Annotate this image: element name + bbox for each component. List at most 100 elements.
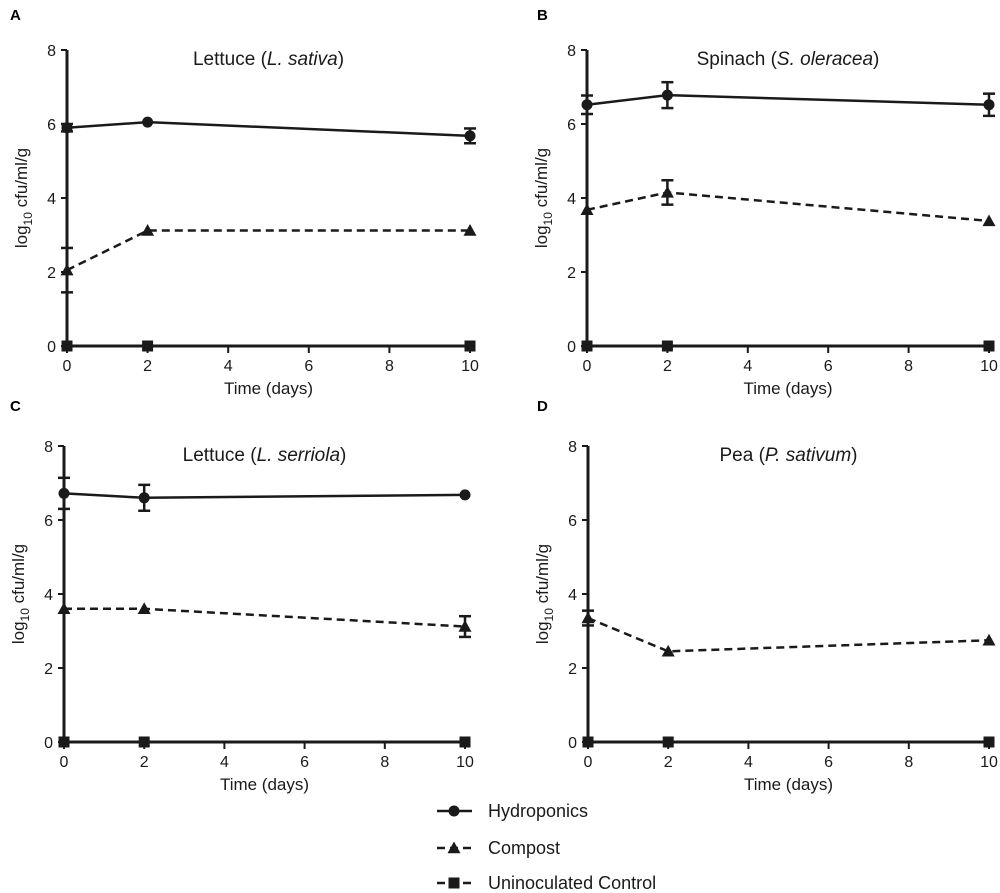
legend-label: Hydroponics <box>488 801 588 821</box>
hydroponics-marker <box>142 116 154 128</box>
series-compost <box>580 178 996 227</box>
legend-label: Uninoculated Control <box>488 873 656 893</box>
panel-title-crop: Lettuce ( <box>193 49 268 70</box>
compost-marker <box>57 602 71 614</box>
y-axis-label: log10 cfu/ml/g <box>12 148 35 248</box>
control-marker <box>61 340 73 352</box>
y-tick-label: 8 <box>44 439 53 456</box>
x-axis-label: Time (days) <box>743 379 832 398</box>
compost-marker <box>458 620 472 632</box>
panel-title-close: ) <box>338 49 344 70</box>
x-axis-label: Time (days) <box>224 379 313 398</box>
y-axis-label-main: log <box>532 225 551 248</box>
control-marker <box>983 736 995 748</box>
y-tick-label: 8 <box>47 43 56 60</box>
y-tick-label: 4 <box>567 191 576 208</box>
x-axis-label: Time (days) <box>220 775 309 794</box>
y-tick-label: 6 <box>44 513 53 530</box>
y-axis-label-sub: 10 <box>542 608 556 622</box>
legend-item-hydroponics: Hydroponics <box>437 801 588 821</box>
control-marker <box>581 340 593 352</box>
series-hydroponics <box>58 476 471 512</box>
compost-marker <box>580 203 594 216</box>
y-tick-label: 4 <box>47 191 56 208</box>
x-tick-label: 8 <box>904 358 913 375</box>
panel-c: C Lettuce (L. serriola) 0 2 4 6 8 0 2 4 6 8 10 Time (… <box>9 398 474 794</box>
x-tick-label: 6 <box>300 754 309 771</box>
y-axis-label-rest: cfu/ml/g <box>532 148 551 212</box>
panel-title-species: L. serriola <box>257 445 340 466</box>
y-axis-label-rest: cfu/ml/g <box>12 148 31 212</box>
x-tick-label: 6 <box>824 358 833 375</box>
y-tick-label: 6 <box>47 117 56 134</box>
hydroponics-marker <box>983 99 995 111</box>
compost-marker <box>137 602 151 614</box>
y-axis-label: log10 cfu/ml/g <box>533 544 556 644</box>
control-marker <box>459 736 471 748</box>
hydroponics-marker <box>464 130 476 142</box>
hydroponics-marker <box>138 492 150 504</box>
panel-title-close: ) <box>340 445 346 466</box>
y-tick-label: 0 <box>44 735 53 752</box>
y-axis-label: log10 cfu/ml/g <box>9 544 32 644</box>
panel-a: A Lettuce (L. sativa) 0 2 4 6 8 0 2 4 6 8 10 Time (da… <box>10 7 479 398</box>
y-tick-label: 0 <box>47 339 56 356</box>
control-marker <box>58 736 70 748</box>
control-marker <box>662 736 674 748</box>
x-tick-label: 8 <box>380 754 389 771</box>
legend-item-control: Uninoculated Control <box>437 873 656 893</box>
hydroponics-marker <box>661 89 673 101</box>
hydroponics-marker <box>58 487 70 499</box>
x-tick-label: 10 <box>980 754 998 771</box>
y-axis-label-sub: 10 <box>541 212 555 226</box>
series-control <box>581 340 995 352</box>
control-marker <box>138 736 150 748</box>
control-marker <box>464 340 476 352</box>
panel-b: B Spinach (S. oleracea) 0 2 4 6 8 0 2 4 6 8 10 Time (… <box>532 7 998 398</box>
series-control <box>582 736 995 748</box>
y-axis-label-main: log <box>12 225 31 248</box>
y-axis-label-main: log <box>9 621 28 644</box>
panel-title-crop: Pea ( <box>720 445 766 466</box>
y-tick-label: 0 <box>567 339 576 356</box>
hydroponics-marker <box>61 122 73 134</box>
compost-line <box>64 607 466 628</box>
compost-marker <box>660 185 674 198</box>
series-compost <box>57 602 472 639</box>
compost-marker <box>141 224 155 236</box>
x-tick-label: 4 <box>224 358 233 375</box>
compost-marker <box>447 841 461 854</box>
compost-line <box>66 229 470 272</box>
x-tick-label: 10 <box>980 358 998 375</box>
compost-marker <box>463 224 477 236</box>
x-tick-label: 4 <box>743 358 752 375</box>
hydroponics-line <box>63 492 466 500</box>
y-tick-label: 2 <box>44 661 53 678</box>
y-tick-label: 2 <box>47 265 56 282</box>
x-tick-label: 8 <box>904 754 913 771</box>
series-hydroponics <box>581 80 995 118</box>
panel-d: D Pea (P. sativum) 0 2 4 6 8 0 2 4 6 8 10 Time (days)… <box>533 398 998 794</box>
y-tick-label: 4 <box>44 587 53 604</box>
series-compost <box>581 609 996 657</box>
x-tick-label: 0 <box>584 754 593 771</box>
compost-marker <box>982 214 996 227</box>
control-marker <box>142 340 154 352</box>
panel-letter: A <box>10 7 21 24</box>
hydroponics-marker <box>459 489 471 501</box>
panel-title: Lettuce (L. sativa) <box>193 49 344 70</box>
control-marker <box>448 877 460 889</box>
y-axis-label: log10 cfu/ml/g <box>532 148 555 248</box>
y-axis-label-rest: cfu/ml/g <box>9 544 28 608</box>
x-tick-label: 6 <box>824 754 833 771</box>
y-tick-label: 8 <box>568 439 577 456</box>
panel-title: Lettuce (L. serriola) <box>183 445 347 466</box>
control-marker <box>582 736 594 748</box>
x-tick-label: 2 <box>143 358 152 375</box>
y-tick-label: 6 <box>567 117 576 134</box>
panel-letter: B <box>537 7 548 24</box>
compost-marker <box>581 611 595 624</box>
compost-marker <box>982 633 996 646</box>
hydroponics-marker <box>581 99 593 111</box>
